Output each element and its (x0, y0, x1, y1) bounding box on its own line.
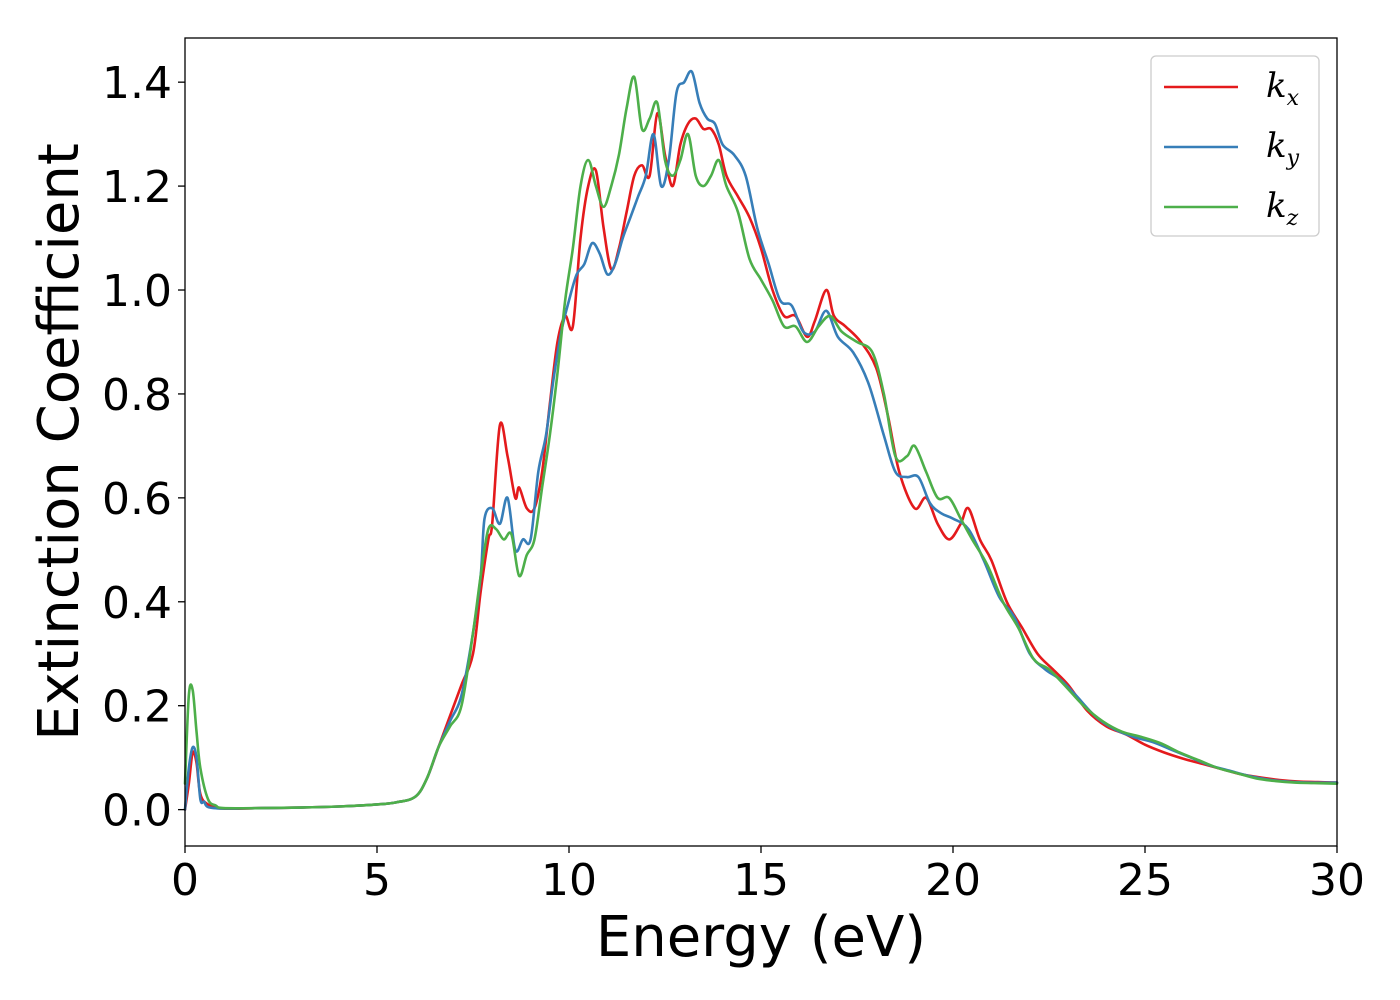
legend-label-main: k (1266, 66, 1287, 106)
legend-label-kz: kz (1266, 186, 1299, 231)
legend-label-subscript: y (1286, 146, 1300, 171)
y-axis-label: Extinction Coefficient (27, 143, 92, 741)
legend-label-ky: ky (1266, 126, 1300, 171)
y-tick-label-4: 0.8 (102, 370, 172, 421)
legend-label-kx: kx (1266, 66, 1300, 111)
series-layer (183, 69, 1339, 811)
legend-label-subscript: x (1287, 86, 1300, 111)
y-tick-label-0: 0.0 (102, 786, 172, 837)
y-axis: 0.0 0.2 0.4 0.6 0.8 1.0 1.2 1.4 (102, 58, 185, 837)
x-tick-label-4: 20 (925, 855, 981, 906)
x-tick-label-0: 0 (171, 855, 199, 906)
legend-label-main: k (1266, 126, 1287, 166)
x-tick-label-1: 5 (363, 855, 391, 906)
legend-label-main: k (1266, 186, 1287, 226)
y-tick-label-6: 1.2 (102, 162, 172, 213)
y-tick-label-7: 1.4 (102, 58, 172, 109)
legend-label-subscript: z (1286, 206, 1299, 231)
series-line-kx (183, 112, 1339, 811)
x-tick-label-5: 25 (1117, 855, 1173, 906)
y-tick-label-3: 0.6 (102, 474, 172, 525)
plot-background (185, 38, 1337, 846)
x-axis-label: Energy (eV) (596, 905, 926, 970)
x-tick-label-6: 30 (1309, 855, 1365, 906)
x-tick-label-2: 10 (541, 855, 597, 906)
y-tick-label-1: 0.2 (102, 682, 172, 733)
y-tick-label-2: 0.4 (102, 578, 172, 629)
x-axis: 0 5 10 15 20 25 30 (171, 846, 1365, 906)
y-tick-label-5: 1.0 (102, 266, 172, 317)
series-line-kz (183, 75, 1339, 810)
x-tick-label-3: 15 (733, 855, 789, 906)
